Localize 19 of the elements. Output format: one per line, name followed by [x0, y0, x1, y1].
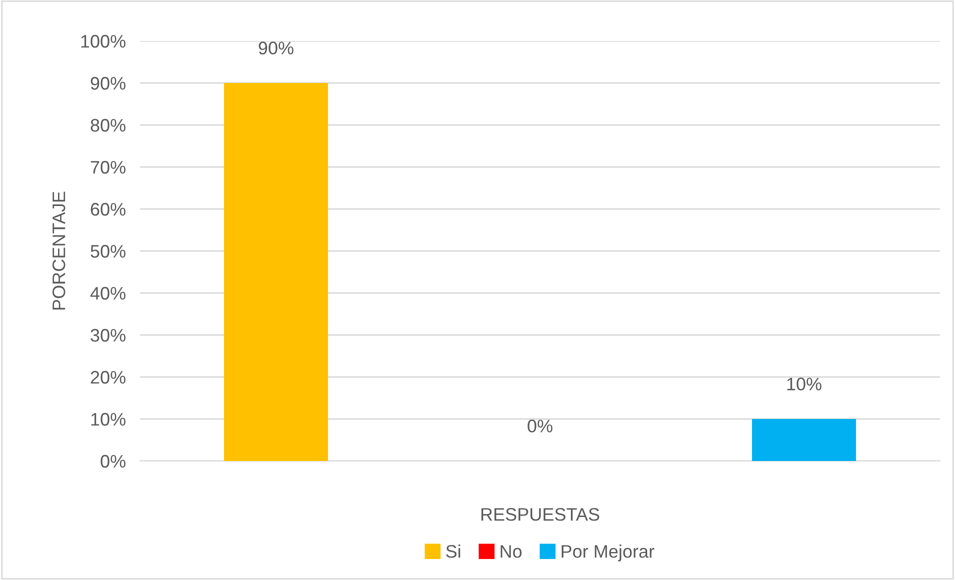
y-tick-label: 50% [90, 244, 126, 258]
data-label: 0% [528, 420, 552, 432]
y-tick-label: 40% [90, 286, 126, 300]
y-tick-label: 90% [90, 76, 126, 90]
y-axis-title: PORCENTAJE [52, 192, 66, 310]
y-tick-label: 0% [100, 454, 126, 468]
y-tick-label: 30% [90, 328, 126, 342]
data-label: 90% [258, 42, 294, 54]
y-tick-label: 20% [90, 370, 126, 384]
y-tick-label: 70% [90, 160, 126, 174]
y-tick-label: 60% [90, 202, 126, 216]
legend-label: No [500, 545, 522, 558]
x-axis-title: RESPUESTAS [481, 508, 600, 521]
y-tick-label: 10% [91, 412, 126, 426]
legend-label: Por Mejorar [562, 544, 654, 562]
data-label: 10% [787, 378, 822, 390]
y-tick-label: 80% [90, 118, 126, 132]
y-tick-label: 100% [81, 34, 126, 48]
legend-label: Si [446, 544, 460, 558]
